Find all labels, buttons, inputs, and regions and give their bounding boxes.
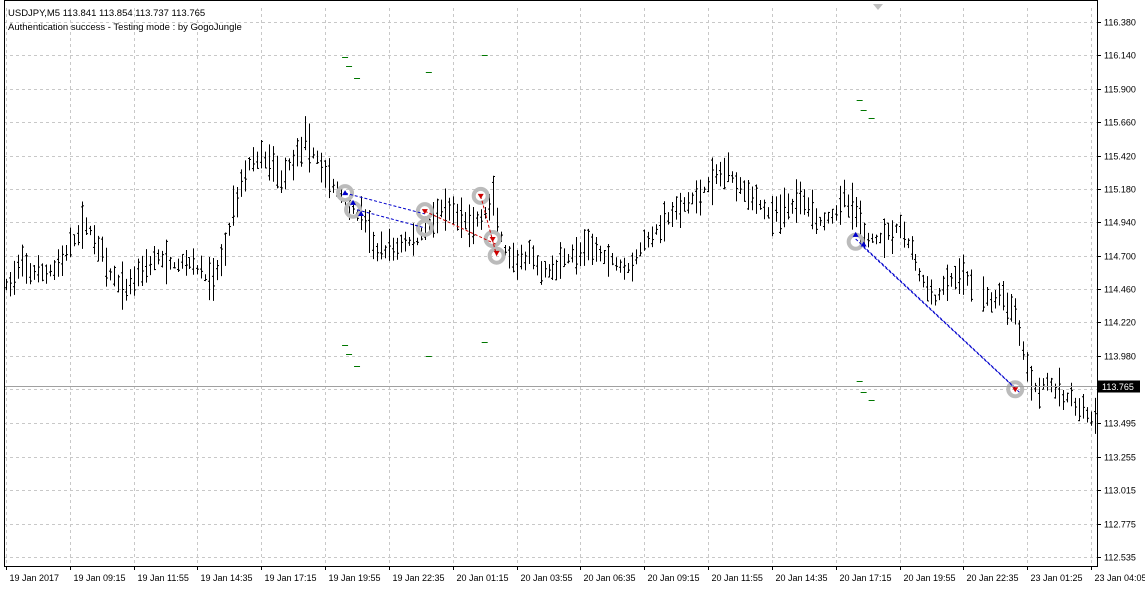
x-tick-label: 19 Jan 17:15 xyxy=(265,573,317,583)
x-tick-label: 20 Jan 01:15 xyxy=(457,573,509,583)
x-tick-label: 20 Jan 03:55 xyxy=(521,573,573,583)
y-tick-label: 114.460 xyxy=(1104,285,1136,295)
auth-status-text: Authentication success - Testing mode : … xyxy=(8,22,242,33)
x-tick-label: 20 Jan 22:35 xyxy=(967,573,1019,583)
y-tick-label: 113.015 xyxy=(1104,486,1136,496)
y-tick-label: 114.700 xyxy=(1104,252,1136,262)
x-tick-label: 19 Jan 09:15 xyxy=(74,573,126,583)
x-tick-label: 20 Jan 06:35 xyxy=(584,573,636,583)
y-tick-label: 113.255 xyxy=(1104,453,1136,463)
x-tick-label: 23 Jan 01:25 xyxy=(1031,573,1083,583)
y-tick-label: 112.535 xyxy=(1104,553,1136,563)
y-tick-label: 116.140 xyxy=(1104,51,1136,61)
y-tick-label: 114.220 xyxy=(1104,318,1136,328)
x-tick-label: 19 Jan 14:35 xyxy=(201,573,253,583)
x-tick-label: 19 Jan 19:55 xyxy=(329,573,381,583)
x-tick-label: 19 Jan 11:55 xyxy=(138,573,189,583)
current-price-label: 113.765 xyxy=(1102,382,1134,392)
y-tick-label: 116.380 xyxy=(1104,18,1136,28)
y-tick-label: 113.980 xyxy=(1104,352,1136,362)
current-price-badge: 113.765 xyxy=(1098,381,1140,393)
y-tick-label: 113.495 xyxy=(1104,419,1136,429)
y-tick-label: 115.420 xyxy=(1104,152,1136,162)
x-tick-label: 20 Jan 09:15 xyxy=(648,573,700,583)
x-tick-label: 20 Jan 11:55 xyxy=(712,573,763,583)
y-tick-label: 112.775 xyxy=(1104,520,1136,530)
x-tick-label: 20 Jan 17:15 xyxy=(840,573,892,583)
x-tick-label: 23 Jan 04:05 xyxy=(1095,573,1145,583)
symbol-info-text: USDJPY,M5 113.841 113.854 113.737 113.76… xyxy=(8,8,205,19)
x-tick-label: 19 Jan 22:35 xyxy=(393,573,445,583)
x-tick-label: 20 Jan 19:55 xyxy=(904,573,956,583)
x-tick-label: 19 Jan 2017 xyxy=(10,573,60,583)
y-tick-label: 115.900 xyxy=(1104,85,1136,95)
y-tick-label: 115.180 xyxy=(1104,185,1136,195)
y-tick-label: 115.660 xyxy=(1104,118,1136,128)
y-tick-label: 114.940 xyxy=(1104,218,1136,228)
x-tick-label: 20 Jan 14:35 xyxy=(776,573,828,583)
